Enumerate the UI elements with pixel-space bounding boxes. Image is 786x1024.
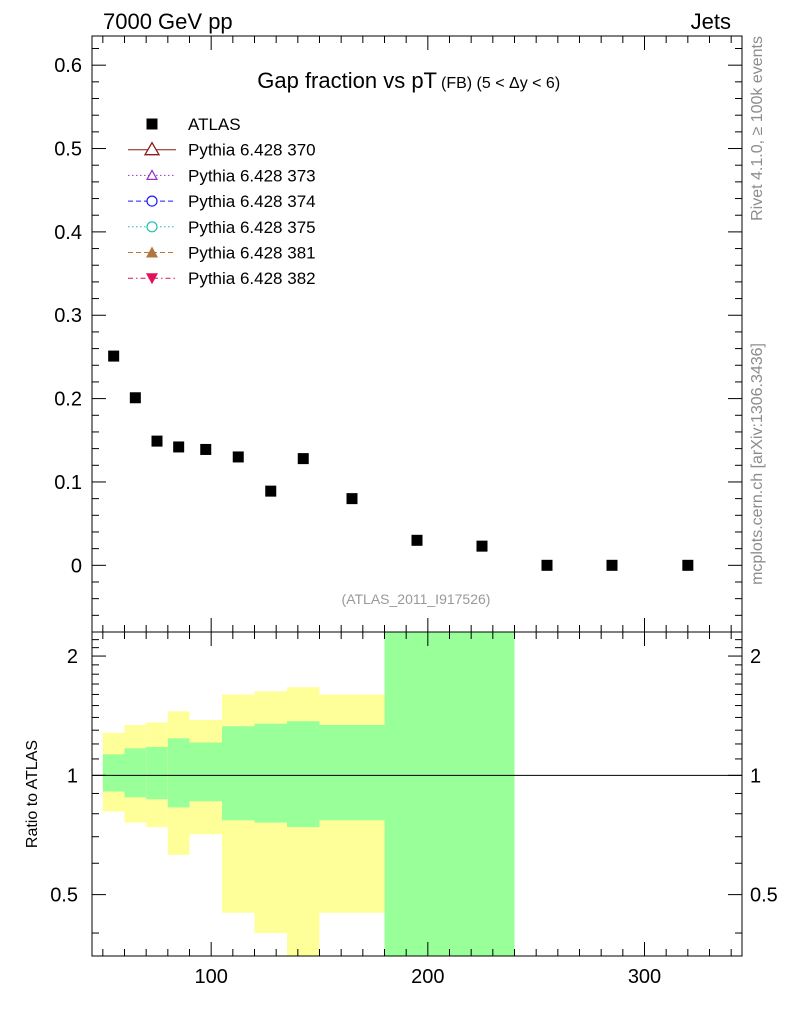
- analysis-watermark: (ATLAS_2011_I917526): [342, 591, 491, 607]
- ratio-band-green: [287, 721, 320, 828]
- ratio-band-green: [167, 738, 190, 808]
- x-tick-label: 200: [411, 966, 444, 988]
- atlas-data-point: [129, 392, 141, 404]
- legend-label: Pythia 6.428 374: [188, 192, 316, 211]
- legend-label: Pythia 6.428 373: [188, 166, 316, 185]
- legend-label: Pythia 6.428 370: [188, 141, 316, 160]
- atlas-data-point: [200, 443, 212, 455]
- ratio-y-tick-label: 1: [67, 765, 78, 787]
- atlas-data-point: [346, 493, 358, 505]
- legend-label: Pythia 6.428 382: [188, 269, 316, 288]
- atlas-data-point: [682, 559, 694, 571]
- y-tick-label: 0.5: [54, 139, 82, 161]
- legend-marker-square: [146, 118, 158, 130]
- x-tick-label: 100: [194, 966, 227, 988]
- main-y-axis: 0 0.1 0.2 0.3 0.4 0.5 0.6: [54, 48, 742, 633]
- ratio-bands: [102, 632, 515, 956]
- ratio-y-tick-label-right: 2: [750, 646, 761, 668]
- legend-marker-triangle: [143, 141, 161, 156]
- atlas-data-point: [151, 435, 163, 447]
- ratio-plot: 0.5 0.5 1 1 2 2 100 200 300 Ratio to ATLAS: [24, 631, 778, 988]
- legend-label: Pythia 6.428 375: [188, 218, 316, 237]
- atlas-data-point: [297, 453, 309, 465]
- y-tick-label: 0.4: [54, 222, 82, 244]
- header-left: 7000 GeV pp: [103, 9, 233, 34]
- header-right: Jets: [691, 9, 731, 34]
- legend-marker-triangle-down: [146, 273, 158, 285]
- ratio-band-green: [124, 748, 147, 798]
- ratio-band-green: [102, 754, 125, 792]
- y-tick-label: 0: [71, 555, 82, 577]
- x-tick-label: 300: [628, 966, 661, 988]
- ratio-y-tick-label: 0.5: [50, 885, 78, 907]
- y-tick-label: 0.2: [54, 389, 82, 411]
- ratio-y-label: Ratio to ATLAS: [24, 740, 41, 848]
- atlas-data-point: [541, 559, 553, 571]
- mcplots-label: mcplots.cern.ch [arXiv:1306.3436]: [749, 343, 766, 585]
- ratio-y-axis: 0.5 0.5 1 1 2 2: [50, 639, 778, 934]
- legend-marker-triangle: [145, 169, 159, 180]
- ratio-band-green: [222, 726, 255, 821]
- ratio-band-green: [254, 723, 287, 823]
- ratio-band-green: [189, 742, 222, 802]
- atlas-data-point: [606, 559, 618, 571]
- ratio-x-axis: 100 200 300: [102, 632, 732, 988]
- atlas-data-point: [411, 534, 423, 546]
- ratio-band-green: [384, 632, 450, 956]
- atlas-data-point: [232, 451, 244, 463]
- plot-title-sub: (FB) (5 < Δy < 6): [441, 75, 560, 92]
- legend-marker-circle: [146, 195, 158, 207]
- atlas-data-point: [476, 540, 488, 552]
- plot-title-main: Gap fraction vs pT: [257, 68, 437, 93]
- atlas-data-point: [265, 485, 277, 497]
- main-x-ticks: [102, 36, 732, 632]
- ratio-y-tick-label-right: 1: [750, 765, 761, 787]
- legend-label: Pythia 6.428 381: [188, 244, 316, 263]
- rivet-label: Rivet 4.1.0, ≥ 100k events: [749, 36, 766, 221]
- y-tick-label: 0.3: [54, 305, 82, 327]
- ratio-band-green: [146, 746, 168, 800]
- ratio-band-green: [319, 724, 385, 821]
- y-tick-label: 0.1: [54, 472, 82, 494]
- ratio-y-tick-label-right: 0.5: [750, 885, 778, 907]
- atlas-data-point: [108, 350, 120, 362]
- atlas-data-points: [108, 350, 694, 571]
- ratio-band-green: [449, 632, 515, 956]
- atlas-data-point: [173, 441, 185, 453]
- legend: ATLAS Pythia 6.428 370 Pythia 6.428 373 Pyt…: [128, 115, 316, 288]
- legend-marker-triangle: [146, 246, 158, 258]
- ratio-y-tick-label: 2: [67, 646, 78, 668]
- y-tick-label: 0.6: [54, 55, 82, 77]
- legend-marker-circle: [146, 221, 158, 233]
- main-plot: 0 0.1 0.2 0.3 0.4 0.5 0.6 Gap fraction vs pT (…: [54, 35, 743, 633]
- legend-label: ATLAS: [188, 115, 241, 134]
- ratio-plot-frame: [91, 631, 743, 957]
